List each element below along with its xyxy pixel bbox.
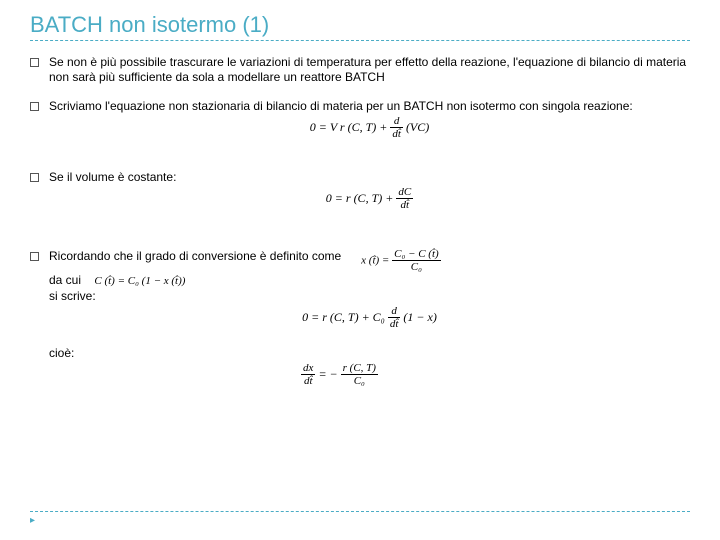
bullet-text-4: Ricordando che il grado di conversione è… [49,249,341,264]
eq-num: dx [301,363,315,375]
list-item: Ricordando che il grado di conversione è… [30,249,690,403]
equation-2: 0 = r (C, T) + dC dt̂ [49,187,690,211]
list-item: Se non è più possibile trascurare le var… [30,55,690,85]
footer-rule [30,511,690,512]
list-item: Se il volume è costante: 0 = r (C, T) + … [30,170,690,235]
bullet-text-1: Se non è più possibile trascurare le var… [49,55,690,85]
eq-text: (VC) [406,120,429,134]
eq-den: dt̂ [396,199,413,211]
eq-num: dC [396,187,413,199]
eq-text: 0 = r (C, T) + [326,191,394,205]
eq-num: d [388,306,401,318]
bullet-text-2: Scriviamo l'equazione non stazionaria di… [49,99,690,114]
eq-den: C₀ [341,375,378,387]
eq-text: 0 = r (C, T) + C₀ [302,310,385,324]
equation-3: x (t̂) = C₀ − C (t̂) C₀ [361,249,441,273]
bullet-box-icon [30,173,39,182]
eq-num: r (C, T) [341,363,378,375]
bullet-text-cioe: cioè: [49,346,690,361]
bullet-text-3: Se il volume è costante: [49,170,690,185]
bullet-box-icon [30,252,39,261]
slide-title: BATCH non isotermo (1) [30,12,690,38]
eq-text: 0 = V r (C, T) + [310,120,388,134]
equation-5: 0 = r (C, T) + C₀ d dt̂ (1 − x) [49,306,690,330]
bullet-box-icon [30,58,39,67]
eq-den: dt̂ [301,375,315,387]
eq-num: C₀ − C (t̂) [392,249,441,261]
eq-den: dt̂ [388,318,401,330]
eq-text: = − [318,367,337,381]
eq-den: dt̂ [390,128,403,140]
bullet-text-4b: da cui [49,273,81,287]
eq-text: x (t̂) = [361,255,389,267]
equation-1: 0 = V r (C, T) + d dt̂ (VC) [49,116,690,140]
title-rule [30,40,690,41]
eq-num: d [390,116,403,128]
bullet-text-4c: si scrive: [49,289,690,304]
content-area: Se non è più possibile trascurare le var… [30,55,690,403]
eq-text: (1 − x) [403,310,436,324]
list-item: Scriviamo l'equazione non stazionaria di… [30,99,690,156]
equation-6: dx dt̂ = − r (C, T) C₀ [0,363,690,387]
arrow-icon: ▸ [30,515,35,526]
equation-4: C (t̂) = C₀ (1 − x (t̂)) [94,275,185,287]
bullet-box-icon [30,102,39,111]
eq-den: C₀ [392,261,441,273]
